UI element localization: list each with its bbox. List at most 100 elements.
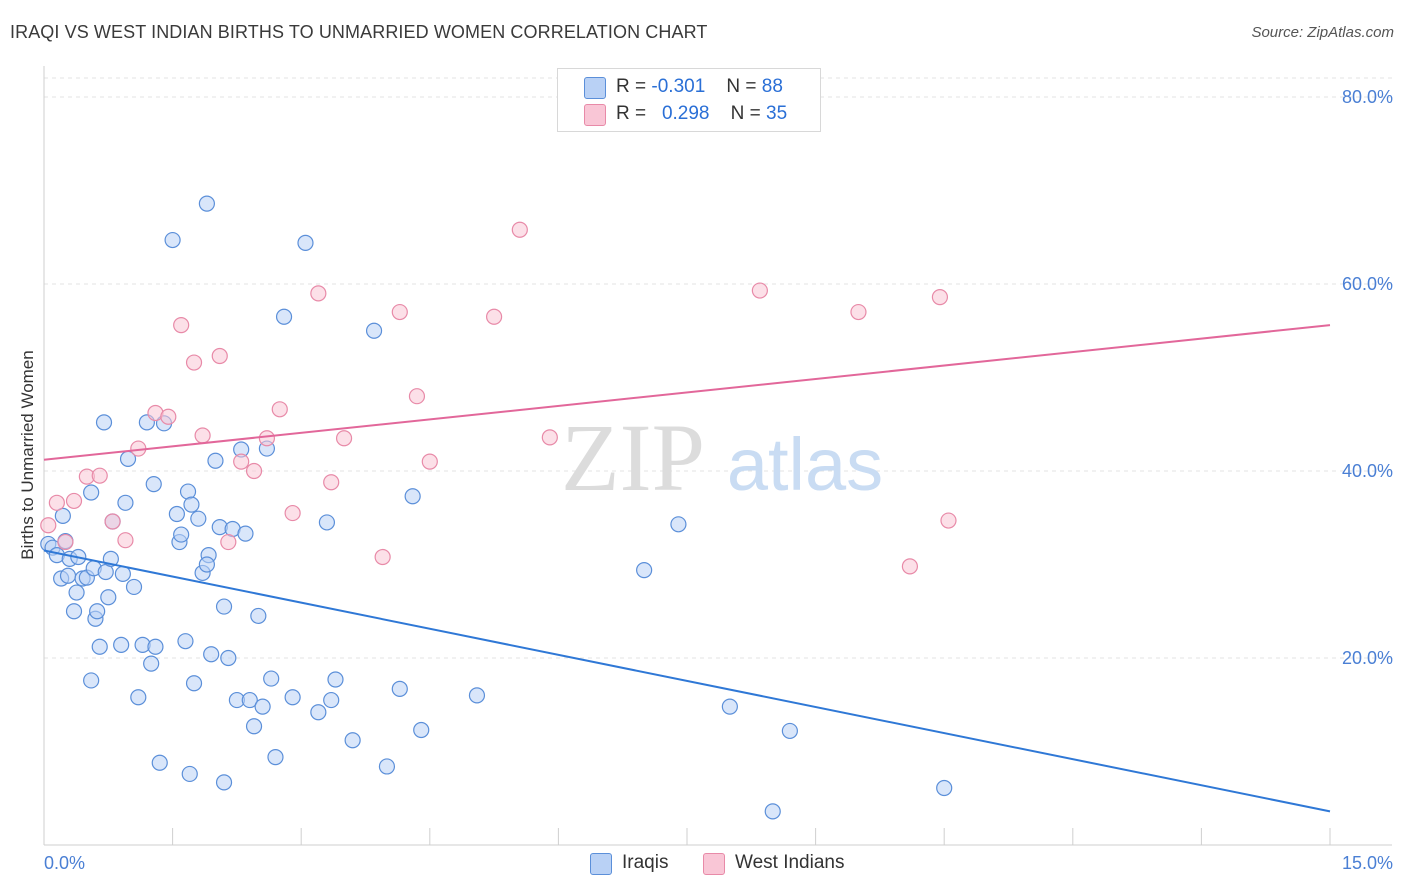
- legend-swatch-iraqis: [584, 77, 606, 99]
- iraqi-point: [468, 687, 486, 704]
- west-indian-point: [233, 453, 250, 470]
- iraqi-point: [764, 803, 781, 820]
- iraqi-point: [114, 565, 131, 582]
- legend-r-value: -0.301: [651, 76, 706, 97]
- west-indian-point: [117, 532, 134, 549]
- iraqi-point: [117, 494, 134, 511]
- trend-lines: [43, 324, 1331, 813]
- iraqi-point: [147, 638, 164, 655]
- legend-r-label: R =: [616, 76, 647, 97]
- y-tick-label: 40.0%: [1342, 461, 1393, 481]
- iraqi-point: [670, 516, 687, 533]
- iraqi-point: [89, 603, 106, 620]
- iraqi-point: [145, 475, 162, 493]
- correlation-legend: R = -0.301 N = 88 R = 0.298 N = 35: [557, 68, 821, 132]
- iraqi-point: [100, 589, 117, 606]
- west-indian-point: [284, 504, 301, 522]
- iraqi-point: [59, 567, 77, 584]
- legend-r-value: 0.298: [661, 103, 710, 124]
- iraqi-point: [310, 704, 327, 721]
- gridlines: [44, 77, 1392, 659]
- west-indian-point: [374, 548, 391, 566]
- west-indian-point: [40, 517, 57, 534]
- west-indians-points: [40, 221, 957, 575]
- west-indian-point: [323, 474, 340, 491]
- west-indian-point: [91, 467, 108, 484]
- west-indian-point: [271, 401, 288, 418]
- west-indian-point: [335, 430, 353, 447]
- iraqi-point: [215, 774, 233, 791]
- iraqi-point: [391, 680, 408, 697]
- west-indian-point: [211, 347, 228, 365]
- iraqi-point: [323, 691, 340, 709]
- west-indian-point: [931, 288, 949, 306]
- west-indian-point: [408, 388, 426, 405]
- iraqi-point: [91, 638, 108, 655]
- bottom-legend-swatch-west-indians: [703, 853, 725, 875]
- iraqi-point: [254, 698, 271, 715]
- watermark-atlas: atlas: [727, 423, 883, 506]
- iraqi-point: [344, 732, 361, 749]
- iraqi-point: [164, 231, 181, 249]
- tick-labels: 20.0% 40.0% 60.0% 80.0% 0.0% 15.0%: [44, 87, 1393, 873]
- west-indian-point: [258, 430, 276, 447]
- west-indian-trend-line: [43, 324, 1331, 461]
- west-indian-point: [220, 533, 237, 551]
- iraqi-point: [404, 488, 421, 505]
- iraqi-point: [237, 525, 254, 542]
- iraqi-point: [936, 779, 953, 797]
- iraqi-point: [177, 633, 194, 650]
- iraqi-point: [250, 607, 267, 625]
- west-indian-point: [185, 354, 203, 371]
- iraqi-point: [275, 308, 293, 325]
- west-indian-point: [48, 494, 65, 511]
- iraqi-point: [54, 507, 71, 524]
- iraqi-point: [125, 578, 143, 596]
- iraqi-point: [241, 691, 258, 709]
- west-indian-point: [850, 303, 867, 321]
- iraqi-point: [168, 505, 185, 523]
- iraqi-point: [263, 670, 280, 687]
- iraqi-point: [143, 655, 160, 672]
- west-indian-point: [511, 221, 528, 238]
- west-indian-point: [245, 462, 263, 480]
- bottom-legend-label-west-indians: West Indians: [735, 852, 845, 873]
- west-indian-point: [421, 453, 438, 470]
- legend-n-label: N =: [730, 103, 761, 124]
- iraqi-point: [413, 721, 430, 739]
- iraqi-point: [185, 675, 203, 692]
- y-tick-label: 80.0%: [1342, 87, 1393, 107]
- west-indian-point: [194, 427, 211, 444]
- west-indian-point: [104, 513, 121, 530]
- source-credit: Source: ZipAtlas.com: [1251, 24, 1394, 41]
- iraqi-point: [215, 598, 233, 615]
- y-axis-label: Births to Unmarried Women: [18, 350, 37, 559]
- bottom-legend-label-iraqis: Iraqis: [622, 852, 669, 873]
- iraqi-point: [65, 603, 83, 620]
- iraqi-point: [636, 562, 653, 579]
- west-indian-point: [160, 408, 177, 425]
- west-indian-point: [541, 429, 558, 446]
- iraqi-point: [130, 689, 147, 706]
- iraqi-point: [68, 584, 85, 601]
- iraqi-point: [721, 698, 738, 715]
- iraqi-point: [83, 484, 100, 501]
- axes: [43, 66, 1392, 846]
- bottom-legend-swatch-iraqis: [590, 853, 612, 875]
- west-indian-point: [173, 317, 190, 334]
- iraqi-point: [378, 758, 396, 775]
- legend-n-value: 88: [761, 76, 783, 97]
- west-indian-point: [65, 492, 83, 510]
- iraqi-point: [173, 526, 190, 543]
- y-tick-label: 20.0%: [1342, 648, 1393, 668]
- iraqi-point: [207, 452, 224, 469]
- x-tick-label: 15.0%: [1342, 853, 1393, 873]
- legend-n-label: N =: [726, 76, 757, 97]
- west-indian-point: [751, 282, 768, 299]
- iraqi-point: [95, 414, 113, 431]
- iraqi-point: [113, 636, 130, 654]
- west-indian-point: [391, 303, 408, 321]
- iraqi-point: [327, 671, 344, 688]
- iraqi-point: [284, 689, 301, 706]
